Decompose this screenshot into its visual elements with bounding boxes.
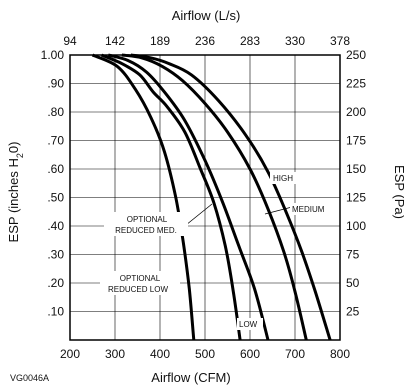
x-tick-label-bottom: 800 bbox=[330, 347, 350, 361]
label-bg-high bbox=[270, 172, 300, 184]
label-optional-reduced-low-1: OPTIONAL bbox=[120, 274, 161, 283]
x-tick-label-top: 142 bbox=[105, 34, 125, 48]
y-tick-label-left: .40 bbox=[47, 219, 64, 233]
y-axis-title-left-sub: 2 bbox=[15, 153, 25, 158]
y-tick-label-left: .70 bbox=[47, 134, 64, 148]
label-optional-reduced-low-2: REDUCED LOW bbox=[108, 285, 168, 294]
y-tick-label-right: 225 bbox=[346, 77, 366, 91]
x-tick-label-top: 378 bbox=[330, 34, 350, 48]
x-tick-label-bottom: 700 bbox=[285, 347, 305, 361]
y-tick-label-left: .20 bbox=[47, 276, 64, 290]
curves bbox=[91, 53, 332, 341]
label-bg-medium bbox=[290, 203, 332, 215]
plot-frame bbox=[69, 54, 341, 341]
x-tick-label-bottom: 300 bbox=[105, 347, 125, 361]
tick-labels: 200 300 400 500 600 700 800 94 142 189 236 283 330 37… bbox=[41, 34, 367, 361]
y-tick-label-left: .30 bbox=[47, 248, 64, 262]
y-tick-label-left: .50 bbox=[47, 191, 64, 205]
label-bg-optional-reduced-med bbox=[104, 212, 188, 236]
x-tick-label-bottom: 400 bbox=[150, 347, 170, 361]
x-tick-label-bottom: 200 bbox=[60, 347, 80, 361]
y-tick-label-right: 25 bbox=[346, 305, 360, 319]
y-tick-label-right: 75 bbox=[346, 248, 360, 262]
x-tick-label-top: 94 bbox=[63, 34, 77, 48]
annotation-leaders bbox=[185, 203, 293, 226]
y-tick-label-right: 150 bbox=[346, 162, 366, 176]
y-tick-label-left: .60 bbox=[47, 162, 64, 176]
y-tick-label-left: .10 bbox=[47, 305, 64, 319]
y-tick-label-left: 1.00 bbox=[41, 48, 65, 62]
x-tick-label-top: 236 bbox=[195, 34, 215, 48]
curve-optional-reduced-low bbox=[91, 53, 196, 341]
leader-medium bbox=[264, 206, 293, 215]
label-bg-low bbox=[237, 318, 263, 330]
label-optional-reduced-med-1: OPTIONAL bbox=[127, 215, 168, 224]
y-axis-title-left-end: 0) bbox=[6, 142, 21, 154]
curve-medium bbox=[121, 53, 308, 341]
curve-low bbox=[100, 53, 242, 341]
y-tick-label-left: .90 bbox=[47, 77, 64, 91]
y-tick-label-right: 200 bbox=[346, 105, 366, 119]
y-axis-title-left: ESP (inches H20) bbox=[6, 142, 25, 243]
curve-high bbox=[130, 53, 332, 341]
y-axis-title-left-main: ESP (inches H bbox=[6, 158, 21, 242]
x-tick-label-bottom: 600 bbox=[240, 347, 260, 361]
y-tick-label-right: 125 bbox=[346, 191, 366, 205]
x-tick-label-bottom: 500 bbox=[195, 347, 215, 361]
x-tick-label-top: 330 bbox=[285, 34, 305, 48]
y-axis-title-right: ESP (Pa) bbox=[392, 165, 404, 219]
y-tick-label-right: 100 bbox=[346, 219, 366, 233]
y-tick-label-right: 50 bbox=[346, 276, 360, 290]
label-low: LOW bbox=[239, 320, 258, 329]
curve-optional-reduced-med bbox=[107, 53, 270, 341]
x-axis-title-top: Airflow (L/s) bbox=[172, 8, 241, 23]
y-tick-label-right: 250 bbox=[346, 48, 366, 62]
label-optional-reduced-med-2: REDUCED MED. bbox=[115, 226, 177, 235]
figure-code: VG0046A bbox=[10, 373, 49, 383]
y-tick-label-left: .80 bbox=[47, 105, 64, 119]
y-tick-label-right: 175 bbox=[346, 134, 366, 148]
leader-optional-reduced-med bbox=[185, 203, 213, 226]
grid bbox=[70, 55, 340, 340]
label-medium: MEDIUM bbox=[292, 205, 325, 214]
label-bg-optional-reduced-low bbox=[100, 271, 180, 295]
x-axis-title-bottom: Airflow (CFM) bbox=[151, 370, 230, 385]
label-high: HIGH bbox=[273, 174, 293, 183]
x-tick-label-top: 283 bbox=[240, 34, 260, 48]
x-tick-label-top: 189 bbox=[150, 34, 170, 48]
